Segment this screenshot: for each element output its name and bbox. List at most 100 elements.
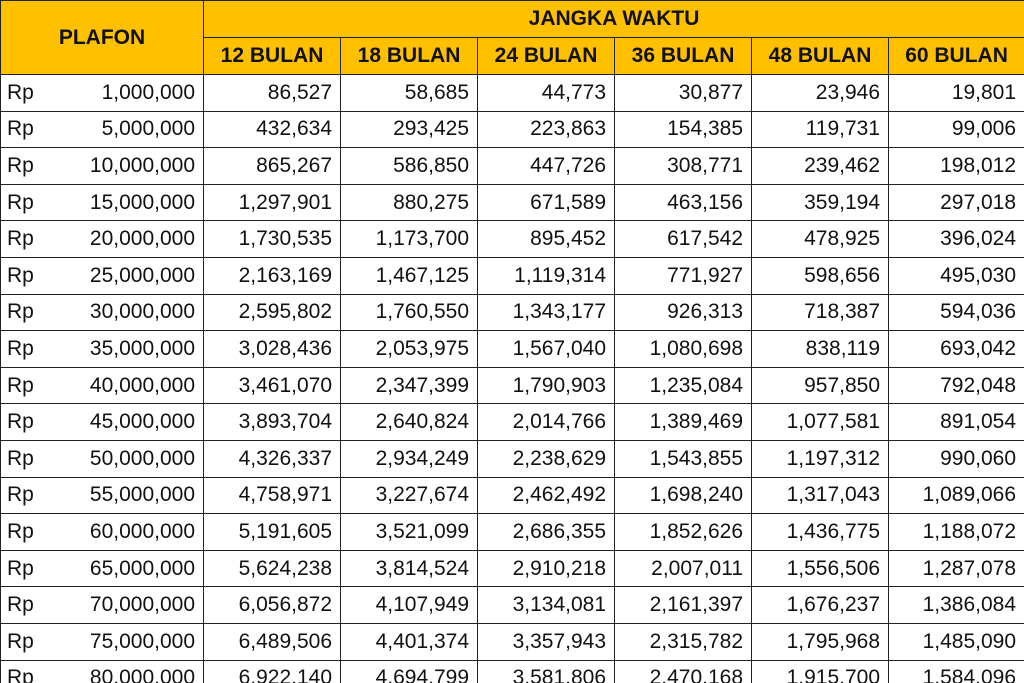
installment-cell: 5,624,238 [203,549,342,588]
installment-cell: 2,315,782 [614,622,753,661]
installment-cell: 1,389,469 [614,403,753,441]
plafon-cell: 65,000,000 [55,549,205,588]
currency-cell: Rp [0,586,56,624]
installment-cell: 2,347,399 [340,366,479,405]
installment-cell: 718,387 [751,293,890,332]
installment-cell: 586,850 [340,147,479,185]
installment-cell: 3,461,070 [203,366,342,405]
installment-cell: 771,927 [614,256,753,295]
installment-cell: 1,467,125 [340,256,479,295]
installment-cell: 1,698,240 [614,476,753,515]
plafon-cell: 70,000,000 [55,586,205,624]
installment-cell: 1,119,314 [477,256,616,295]
plafon-cell: 15,000,000 [55,183,205,222]
installment-cell: 693,042 [888,330,1024,368]
plafon-cell: 55,000,000 [55,476,205,515]
installment-cell: 1,173,700 [340,220,479,258]
term-column-header: 48 BULAN [751,37,890,75]
installment-cell: 1,287,078 [888,549,1024,588]
installment-cell: 3,581,806 [477,659,616,683]
installment-cell: 4,107,949 [340,586,479,624]
table-row: Rp 45,000,000 3,893,704 2,640,824 2,014,766 1… [0,403,1024,441]
installment-cell: 1,080,698 [614,330,753,368]
installment-cell: 1,089,066 [888,476,1024,515]
installment-cell: 359,194 [751,183,890,222]
installment-cell: 3,521,099 [340,513,479,551]
installment-cell: 2,462,492 [477,476,616,515]
installment-cell: 926,313 [614,293,753,332]
installment-cell: 297,018 [888,183,1024,222]
plafon-cell: 30,000,000 [55,293,205,332]
installment-cell: 617,542 [614,220,753,258]
installment-cell: 4,758,971 [203,476,342,515]
table-row: Rp 75,000,000 6,489,506 4,401,374 3,357,943 2… [0,622,1024,661]
installment-cell: 5,191,605 [203,513,342,551]
plafon-cell: 50,000,000 [55,439,205,478]
installment-cell: 293,425 [340,110,479,149]
installment-cell: 880,275 [340,183,479,222]
plafon-cell: 80,000,000 [55,659,205,683]
installment-cell: 1,317,043 [751,476,890,515]
installment-cell: 1,915,700 [751,659,890,683]
installment-cell: 478,925 [751,220,890,258]
installment-cell: 1,235,084 [614,366,753,405]
installment-cell: 1,297,901 [203,183,342,222]
plafon-cell: 35,000,000 [55,330,205,368]
installment-cell: 4,326,337 [203,439,342,478]
installment-cell: 891,054 [888,403,1024,441]
installment-cell: 99,006 [888,110,1024,149]
plafon-cell: 60,000,000 [55,513,205,551]
installment-cell: 447,726 [477,147,616,185]
term-header: JANGKA WAKTU [203,0,1024,38]
currency-cell: Rp [0,476,56,515]
installment-cell: 495,030 [888,256,1024,295]
installment-cell: 1,760,550 [340,293,479,332]
table-row: Rp 5,000,000 432,634 293,425 223,863 154,385 1… [0,110,1024,149]
plafon-cell: 45,000,000 [55,403,205,441]
table-row: Rp 50,000,000 4,326,337 2,934,249 2,238,629 1… [0,439,1024,478]
installment-cell: 1,188,072 [888,513,1024,551]
installment-cell: 3,893,704 [203,403,342,441]
installment-cell: 792,048 [888,366,1024,405]
installment-cell: 19,801 [888,74,1024,112]
installment-cell: 2,053,975 [340,330,479,368]
plafon-cell: 25,000,000 [55,256,205,295]
plafon-cell: 5,000,000 [55,110,205,149]
installment-cell: 1,795,968 [751,622,890,661]
installment-cell: 957,850 [751,366,890,405]
installment-cell: 86,527 [203,74,342,112]
plafon-cell: 10,000,000 [55,147,205,185]
currency-cell: Rp [0,256,56,295]
installment-cell: 1,543,855 [614,439,753,478]
plafon-cell: 20,000,000 [55,220,205,258]
installment-cell: 990,060 [888,439,1024,478]
table-row: Rp 80,000,000 6,922,140 4,694,799 3,581,806 2… [0,659,1024,683]
currency-cell: Rp [0,659,56,683]
installment-cell: 432,634 [203,110,342,149]
installment-cell: 2,595,802 [203,293,342,332]
installment-cell: 1,556,506 [751,549,890,588]
installment-cell: 1,790,903 [477,366,616,405]
table-row: Rp 70,000,000 6,056,872 4,107,949 3,134,081 2… [0,586,1024,624]
installment-cell: 58,685 [340,74,479,112]
currency-cell: Rp [0,330,56,368]
term-column-header: 24 BULAN [477,37,616,75]
installment-cell: 671,589 [477,183,616,222]
installment-cell: 23,946 [751,74,890,112]
table-row: Rp 25,000,000 2,163,169 1,467,125 1,119,314 7… [0,256,1024,295]
installment-cell: 1,386,084 [888,586,1024,624]
installment-cell: 838,119 [751,330,890,368]
installment-cell: 895,452 [477,220,616,258]
currency-cell: Rp [0,147,56,185]
installment-cell: 1,485,090 [888,622,1024,661]
term-column-header: 36 BULAN [614,37,753,75]
currency-cell: Rp [0,293,56,332]
installment-cell: 3,814,524 [340,549,479,588]
installment-cell: 2,161,397 [614,586,753,624]
installment-cell: 1,436,775 [751,513,890,551]
installment-cell: 1,730,535 [203,220,342,258]
installment-cell: 1,852,626 [614,513,753,551]
installment-cell: 6,922,140 [203,659,342,683]
installment-cell: 4,694,799 [340,659,479,683]
